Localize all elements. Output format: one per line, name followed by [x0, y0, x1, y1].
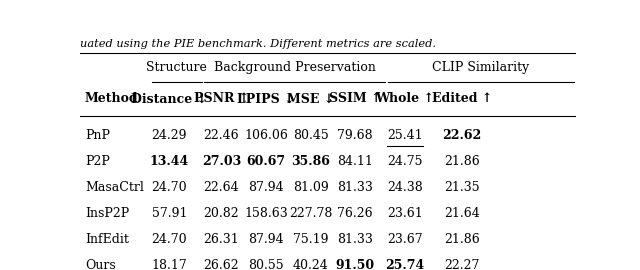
Text: 76.26: 76.26 [337, 207, 373, 220]
Text: 24.29: 24.29 [152, 129, 187, 142]
Text: 35.86: 35.86 [291, 155, 330, 168]
Text: Distance ↓: Distance ↓ [131, 92, 207, 105]
Text: 25.41: 25.41 [387, 129, 422, 142]
Text: 21.64: 21.64 [444, 207, 480, 220]
Text: InfEdit: InfEdit [85, 233, 129, 246]
Text: 23.61: 23.61 [387, 207, 423, 220]
Text: 27.03: 27.03 [202, 155, 241, 168]
Text: PSNR ↑: PSNR ↑ [194, 92, 249, 105]
Text: MSE ↓: MSE ↓ [287, 92, 334, 105]
Text: 24.75: 24.75 [387, 155, 422, 168]
Text: 79.68: 79.68 [337, 129, 373, 142]
Text: 22.62: 22.62 [442, 129, 481, 142]
Text: LPIPS ↓: LPIPS ↓ [237, 92, 295, 105]
Text: Background Preservation: Background Preservation [214, 61, 376, 74]
Text: 22.46: 22.46 [204, 129, 239, 142]
Text: 84.11: 84.11 [337, 155, 373, 168]
Text: 81.09: 81.09 [292, 181, 328, 194]
Text: Structure: Structure [147, 61, 207, 74]
Text: 24.70: 24.70 [152, 181, 187, 194]
Text: 22.64: 22.64 [204, 181, 239, 194]
Text: 24.38: 24.38 [387, 181, 423, 194]
Text: Edited ↑: Edited ↑ [432, 92, 492, 105]
Text: 23.67: 23.67 [387, 233, 422, 246]
Text: 21.86: 21.86 [444, 155, 480, 168]
Text: Ours: Ours [85, 259, 116, 270]
Text: 87.94: 87.94 [248, 181, 284, 194]
Text: MasaCtrl: MasaCtrl [85, 181, 144, 194]
Text: 21.86: 21.86 [444, 233, 480, 246]
Text: 26.62: 26.62 [204, 259, 239, 270]
Text: 20.82: 20.82 [204, 207, 239, 220]
Text: 26.31: 26.31 [204, 233, 239, 246]
Text: PnP: PnP [85, 129, 110, 142]
Text: 87.94: 87.94 [248, 233, 284, 246]
Text: 81.33: 81.33 [337, 181, 373, 194]
Text: P2P: P2P [85, 155, 110, 168]
Text: 91.50: 91.50 [336, 259, 375, 270]
Text: 18.17: 18.17 [152, 259, 187, 270]
Text: 22.27: 22.27 [444, 259, 479, 270]
Text: Whole ↑: Whole ↑ [376, 92, 435, 105]
Text: 80.55: 80.55 [248, 259, 284, 270]
Text: 106.06: 106.06 [244, 129, 288, 142]
Text: 80.45: 80.45 [292, 129, 328, 142]
Text: 75.19: 75.19 [293, 233, 328, 246]
Text: InsP2P: InsP2P [85, 207, 129, 220]
Text: CLIP Similarity: CLIP Similarity [432, 61, 529, 74]
Text: 21.35: 21.35 [444, 181, 480, 194]
Text: SSIM ↑: SSIM ↑ [329, 92, 381, 105]
Text: 60.67: 60.67 [246, 155, 285, 168]
Text: 40.24: 40.24 [292, 259, 328, 270]
Text: 25.74: 25.74 [385, 259, 424, 270]
Text: 24.70: 24.70 [152, 233, 187, 246]
Text: 81.33: 81.33 [337, 233, 373, 246]
Text: uated using the PIE benchmark. Different metrics are scaled.: uated using the PIE benchmark. Different… [80, 39, 436, 49]
Text: 13.44: 13.44 [150, 155, 189, 168]
Text: Method: Method [85, 92, 139, 105]
Text: 227.78: 227.78 [289, 207, 332, 220]
Text: 57.91: 57.91 [152, 207, 187, 220]
Text: 158.63: 158.63 [244, 207, 288, 220]
